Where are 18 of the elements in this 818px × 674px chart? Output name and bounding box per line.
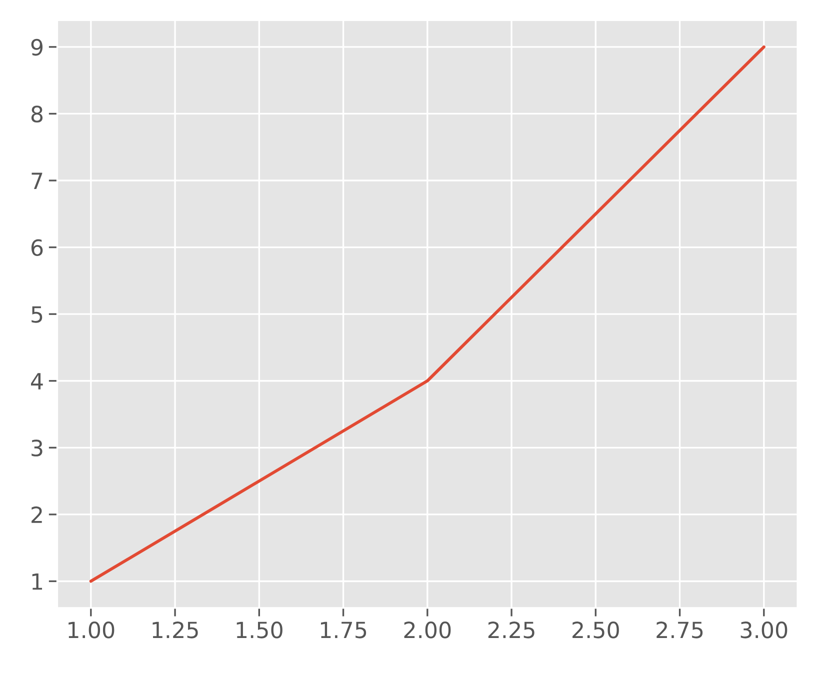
y-tick-label: 8 [31, 106, 43, 122]
x-tick-label: 1.00 [68, 622, 114, 638]
x-tick-label: 2.50 [572, 622, 619, 638]
x-tick-label: 2.75 [656, 622, 703, 638]
x-tick-label: 3.00 [740, 622, 788, 638]
y-tick-label: 9 [31, 38, 43, 56]
y-tick-label: 7 [32, 172, 42, 189]
y-tick-label: 4 [31, 373, 43, 390]
y-tick-label: 3 [32, 440, 42, 456]
x-tick-label: 1.75 [320, 622, 366, 638]
y-tick-label: 5 [32, 306, 42, 323]
x-tick-label: 1.50 [236, 622, 282, 638]
y-tick-label: 6 [31, 239, 43, 256]
y-tick-label: 1 [32, 573, 42, 590]
x-tick-label: 2.00 [404, 622, 451, 638]
y-tick-label: 2 [32, 506, 42, 523]
x-tick-label: 1.25 [152, 622, 198, 638]
x-tick-label: 2.25 [488, 622, 534, 638]
